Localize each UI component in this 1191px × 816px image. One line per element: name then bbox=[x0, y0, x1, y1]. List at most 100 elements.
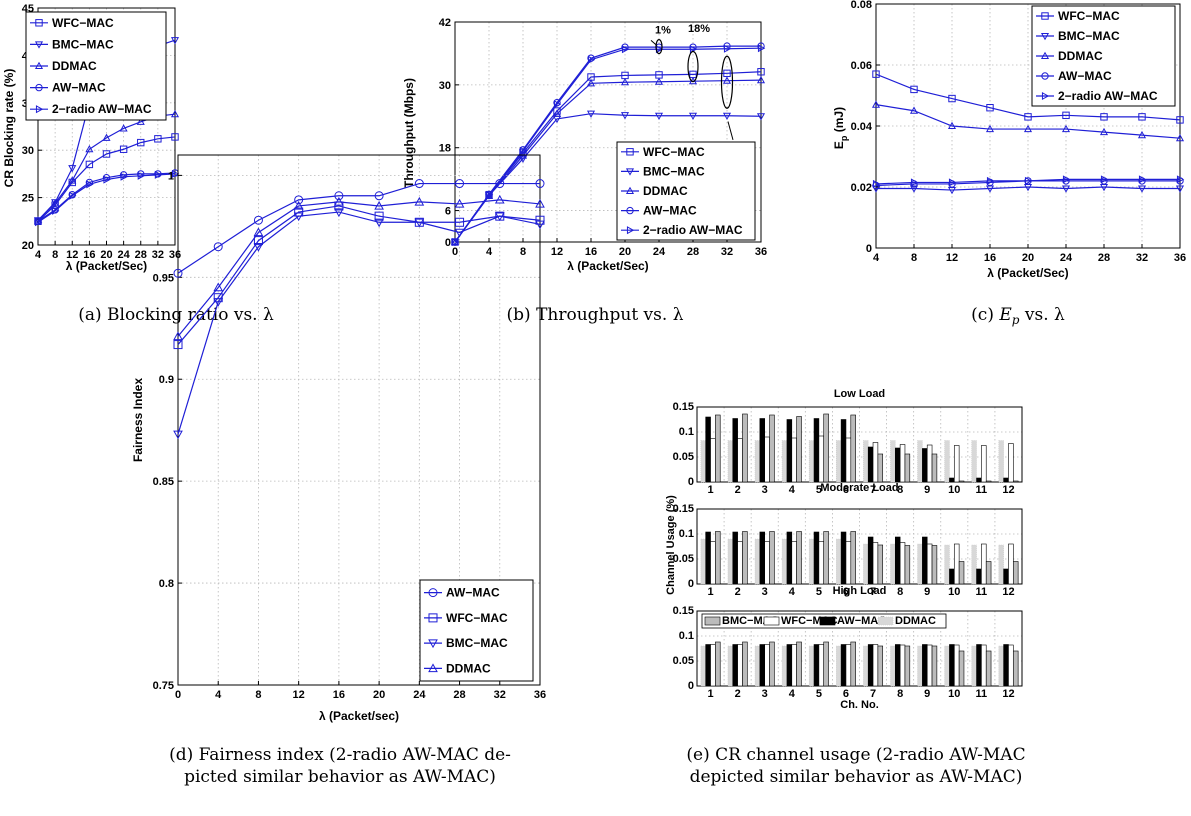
bar bbox=[949, 644, 955, 687]
legend-label: DDMAC bbox=[1058, 49, 1103, 63]
legend-swatch bbox=[763, 616, 780, 626]
bar bbox=[1012, 650, 1019, 687]
data-point bbox=[535, 220, 545, 230]
data-point bbox=[1061, 124, 1071, 133]
data-point bbox=[689, 45, 698, 54]
data-point bbox=[374, 191, 384, 201]
y-tick-label: 0.9 bbox=[159, 374, 174, 386]
bar bbox=[759, 418, 766, 483]
legend-marker bbox=[428, 663, 438, 673]
bar bbox=[727, 440, 734, 483]
data-point bbox=[293, 212, 304, 222]
data-point bbox=[103, 175, 111, 184]
data-point bbox=[909, 185, 919, 193]
x-tick-label: 10 bbox=[948, 484, 960, 496]
chart-b: 0 4 8 12 16 20 24 28 32 36 0 6 18 30 42 λ (Packet/Sec) T… bbox=[402, 17, 767, 273]
data-point bbox=[455, 217, 465, 227]
series-line bbox=[177, 199, 541, 337]
series-line bbox=[454, 47, 762, 243]
y-tick-label: 0.8 bbox=[159, 578, 174, 590]
legend: WFC−MAC BMC−MAC DDMAC AW−MAC 2−radio AW−MAC bbox=[616, 141, 756, 241]
x-tick-label: 32 bbox=[1136, 252, 1148, 264]
bar bbox=[877, 453, 884, 483]
data-point bbox=[52, 206, 60, 215]
x-tick-label: 6 bbox=[843, 484, 849, 496]
plot-frame bbox=[696, 406, 1023, 483]
data-point bbox=[871, 100, 881, 108]
x-tick-label: 12 bbox=[66, 249, 78, 261]
bar bbox=[917, 543, 923, 585]
x-axis-label: λ (Packet/Sec) bbox=[66, 259, 147, 273]
data-point bbox=[173, 268, 183, 278]
x-tick-label: 12 bbox=[1002, 484, 1014, 496]
x-tick-label: 8 bbox=[52, 249, 58, 261]
x-tick-label: 1 bbox=[707, 484, 713, 496]
data-point bbox=[1100, 113, 1108, 121]
legend-marker bbox=[1041, 72, 1049, 80]
data-point bbox=[722, 76, 732, 84]
x-tick-label: 4 bbox=[873, 252, 880, 264]
y-axis-label: Ep (mJ) bbox=[832, 107, 849, 149]
y-tick-label: 0 bbox=[688, 578, 694, 590]
data-point bbox=[136, 117, 145, 125]
x-tick-label: 12 bbox=[946, 252, 958, 264]
bar bbox=[781, 645, 788, 687]
data-point bbox=[454, 198, 465, 208]
x-tick-label: 32 bbox=[494, 689, 506, 701]
data-point bbox=[170, 37, 180, 45]
bar bbox=[926, 444, 933, 483]
x-tick-label: 8 bbox=[911, 252, 917, 264]
y-axis-label-sub: p bbox=[839, 135, 849, 141]
bar bbox=[998, 440, 1004, 483]
x-tick-label: 36 bbox=[534, 689, 546, 701]
y-tick-label: 30 bbox=[439, 80, 451, 92]
data-point bbox=[621, 45, 630, 54]
y-axis-label: CR Blocking rate (%) bbox=[2, 69, 16, 188]
bar bbox=[786, 531, 793, 585]
data-point bbox=[485, 190, 494, 199]
bar bbox=[863, 440, 869, 483]
x-axis-label: λ (Packet/Sec) bbox=[987, 266, 1068, 280]
x-tick-label: 32 bbox=[721, 246, 733, 258]
y-tick-label: 0.1 bbox=[679, 528, 694, 540]
legend-label: AW−MAC bbox=[643, 204, 697, 218]
legend: AW−MAC WFC−MAC BMC−MAC DDMAC bbox=[419, 579, 534, 682]
bar bbox=[840, 644, 847, 687]
bar bbox=[922, 536, 928, 585]
data-point bbox=[948, 94, 956, 103]
data-point bbox=[173, 430, 183, 440]
bar bbox=[850, 531, 856, 585]
bar bbox=[791, 437, 797, 483]
data-point bbox=[414, 196, 425, 206]
legend-label: AW−MAC bbox=[1058, 69, 1112, 83]
data-point bbox=[620, 112, 630, 120]
bar bbox=[1008, 644, 1014, 687]
caption-prefix: (c) bbox=[971, 305, 999, 325]
legend-marker bbox=[626, 206, 634, 215]
bar bbox=[922, 644, 928, 687]
y-tick-label: 0 bbox=[688, 476, 694, 488]
data-point bbox=[414, 179, 424, 189]
bar bbox=[808, 538, 815, 585]
chart-c: 4 8 12 16 20 24 28 32 36 0 0.02 0.04 0.06 0.08 λ (Pack… bbox=[832, 0, 1186, 280]
data-point bbox=[494, 212, 505, 222]
bar bbox=[754, 538, 761, 585]
legend: WFC−MAC BMC−MAC DDMAC AW−MAC 2−radio AW−MAC bbox=[25, 11, 167, 121]
y-tick-label: 20 bbox=[22, 240, 34, 252]
bar bbox=[931, 453, 938, 483]
data-point bbox=[494, 194, 505, 204]
data-point bbox=[154, 135, 162, 143]
x-tick-label: 8 bbox=[520, 246, 526, 258]
legend-label: BMC−MAC bbox=[1058, 29, 1120, 43]
y-tick-label: 6 bbox=[445, 206, 451, 218]
data-point bbox=[948, 178, 957, 187]
x-tick-label: 8 bbox=[897, 688, 903, 700]
bar bbox=[737, 644, 743, 687]
data-point bbox=[947, 121, 957, 130]
annotation-ellipse bbox=[687, 50, 699, 83]
x-axis-label: λ (Packet/Sec) bbox=[567, 259, 648, 273]
x-tick-label: 36 bbox=[169, 249, 181, 261]
bar bbox=[872, 442, 879, 483]
data-point bbox=[757, 42, 765, 50]
